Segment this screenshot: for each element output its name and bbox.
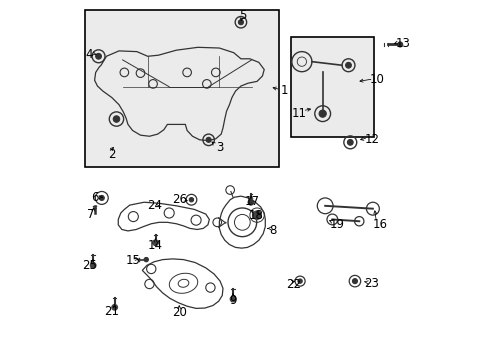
Circle shape — [112, 305, 117, 310]
Text: 23: 23 — [364, 278, 379, 291]
Circle shape — [238, 20, 243, 25]
Text: 3: 3 — [215, 141, 223, 154]
Bar — [290, 37, 373, 137]
Circle shape — [319, 110, 325, 117]
Circle shape — [90, 262, 96, 268]
Circle shape — [144, 257, 148, 262]
Text: 16: 16 — [372, 218, 387, 231]
Text: 20: 20 — [171, 306, 186, 319]
Text: 26: 26 — [171, 193, 186, 206]
Text: 18: 18 — [248, 210, 263, 222]
Text: 17: 17 — [244, 195, 259, 208]
Text: 5: 5 — [239, 9, 246, 22]
Text: 15: 15 — [125, 254, 140, 267]
Circle shape — [297, 279, 302, 283]
Circle shape — [113, 116, 120, 122]
Text: 8: 8 — [269, 224, 276, 237]
Text: 2: 2 — [108, 148, 115, 161]
Circle shape — [99, 195, 104, 201]
Text: 14: 14 — [148, 239, 163, 252]
Circle shape — [397, 42, 402, 47]
Text: 21: 21 — [104, 306, 119, 319]
Circle shape — [252, 211, 261, 220]
Text: 19: 19 — [329, 218, 344, 231]
Text: 10: 10 — [369, 73, 384, 86]
Text: 7: 7 — [87, 208, 95, 221]
Circle shape — [152, 240, 158, 246]
Text: 6: 6 — [91, 192, 98, 204]
Circle shape — [247, 199, 253, 205]
Circle shape — [189, 198, 193, 202]
Text: 24: 24 — [146, 199, 162, 212]
Circle shape — [345, 62, 351, 68]
Circle shape — [206, 137, 211, 142]
Text: 4: 4 — [86, 48, 93, 61]
Circle shape — [230, 296, 235, 302]
Text: 1: 1 — [280, 84, 287, 97]
Text: 11: 11 — [291, 107, 306, 120]
Text: 13: 13 — [395, 36, 409, 50]
Circle shape — [346, 139, 352, 145]
Circle shape — [96, 53, 101, 59]
Text: 22: 22 — [286, 278, 301, 291]
Circle shape — [352, 279, 357, 284]
Bar — [85, 10, 278, 167]
Text: 9: 9 — [229, 294, 236, 307]
Text: 12: 12 — [364, 133, 379, 146]
Text: 25: 25 — [82, 259, 97, 272]
